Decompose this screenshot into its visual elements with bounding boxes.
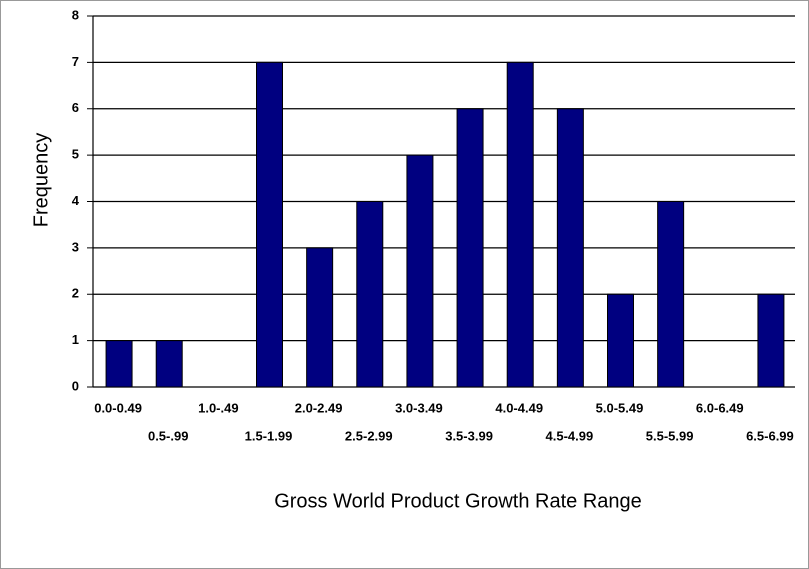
y-axis-title: Frequency xyxy=(30,133,52,228)
y-tick-label: 4 xyxy=(72,193,80,208)
bar xyxy=(657,201,685,388)
x-tick-label: 5.0-5.49 xyxy=(596,400,644,415)
x-tick-label: 4.0-4.49 xyxy=(495,400,543,415)
bar xyxy=(105,340,133,388)
x-tick-label: 1.0-.49 xyxy=(198,400,238,415)
x-tick-label: 6.0-6.49 xyxy=(696,400,744,415)
x-tick-label: 2.5-2.99 xyxy=(345,428,393,443)
x-tick-label: 1.5-1.99 xyxy=(245,428,293,443)
x-tick-label: 0.0-0.49 xyxy=(94,400,142,415)
x-axis-title: Gross World Product Growth Rate Range xyxy=(274,490,642,512)
bar xyxy=(757,293,785,388)
bar xyxy=(607,293,634,388)
bar xyxy=(556,108,584,388)
y-tick-label: 2 xyxy=(72,286,79,301)
bar xyxy=(155,340,183,388)
x-tick-label: 3.5-3.99 xyxy=(445,428,493,443)
y-tick-label: 0 xyxy=(72,378,79,393)
y-tick-label: 1 xyxy=(72,332,79,347)
y-tick-label: 6 xyxy=(72,100,79,115)
y-tick-label: 7 xyxy=(72,54,79,69)
x-tick-label: 0.5-.99 xyxy=(148,428,188,443)
bar xyxy=(456,108,484,388)
bar xyxy=(256,61,283,388)
bar xyxy=(356,201,384,388)
y-tick-label: 5 xyxy=(72,147,79,162)
x-tick-label: 2.0-2.49 xyxy=(295,400,343,415)
x-tick-label: 4.5-4.99 xyxy=(546,428,594,443)
bar xyxy=(306,247,334,388)
y-tick-label: 3 xyxy=(72,239,79,254)
x-tick-label: 5.5-5.99 xyxy=(646,428,694,443)
bar xyxy=(506,61,534,388)
x-tick-label: 3.0-3.49 xyxy=(395,400,443,415)
bar xyxy=(406,154,434,388)
x-tick-label: 6.5-6.99 xyxy=(746,428,794,443)
y-tick-label: 8 xyxy=(72,7,79,22)
